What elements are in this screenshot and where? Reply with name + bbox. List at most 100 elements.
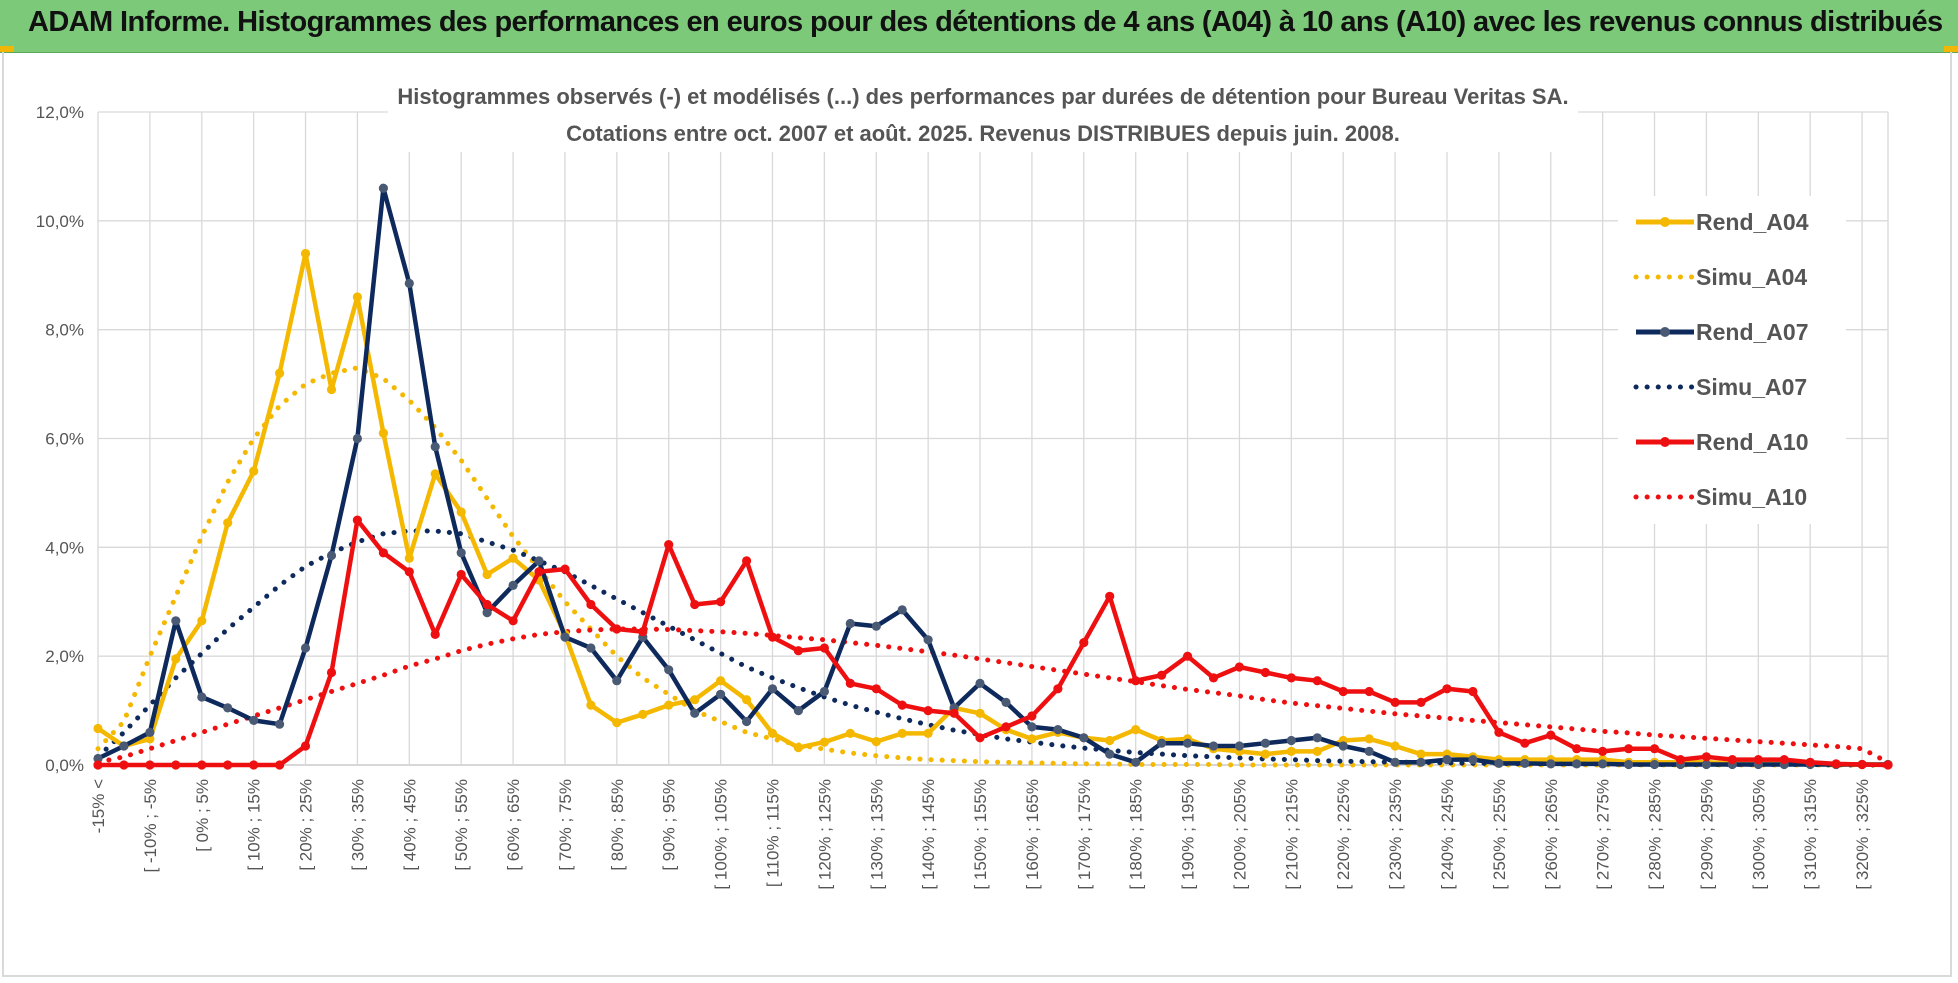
x-tick-label: [ 210% ; 215% [1282,779,1301,890]
data-point-rend_a07 [378,183,388,193]
data-point-rend_a07 [690,708,700,718]
data-point-rend_a10 [586,599,596,610]
x-axis: -15% < [ -10% ; -5% [ 0% ; 5% [ 10% ; 15% [ … [89,779,1872,890]
data-point-rend_a04 [1131,725,1141,735]
data-point-rend_a07 [508,580,518,591]
series-line-rend_a10 [98,517,1889,768]
data-point-rend_a10 [949,708,959,718]
legend-item-rend_a04: Rend_A04 [1636,209,1809,235]
data-point-rend_a10 [560,564,570,574]
data-point-rend_a10 [1338,686,1348,697]
data-point-rend_a07 [1390,757,1400,767]
data-point-rend_a10 [119,760,129,770]
legend-background [1618,196,1846,524]
data-point-rend_a10 [352,515,362,525]
data-point-rend_a07 [1312,733,1322,743]
data-point-rend_a10 [767,632,778,642]
data-point-rend_a04 [1416,749,1426,759]
data-point-rend_a04 [145,734,155,744]
data-point-rend_a10 [171,760,181,770]
data-point-rend_a10 [716,597,726,607]
legend-marker [1660,327,1670,337]
y-tick-label: 0,0% [45,756,84,775]
data-point-rend_a10 [223,760,233,770]
data-point-rend_a04 [352,292,362,302]
x-tick-label: [ 130% ; 135% [867,779,886,890]
data-point-rend_a10 [378,548,388,558]
x-tick-label: [ 150% ; 155% [971,779,990,890]
data-point-rend_a10 [1805,757,1815,767]
data-point-rend_a10 [482,599,492,610]
y-axis: 0,0% 2,0% 4,0% 6,0% 8,0% 10,0% 12,0% [36,103,84,775]
x-tick-label: [ 310% ; 315% [1801,779,1820,890]
data-point-rend_a07 [1649,759,1660,770]
data-point-rend_a07 [482,608,492,618]
data-point-rend_a04 [482,569,492,580]
data-point-rend_a07 [1598,759,1608,769]
data-point-rend_a07 [1079,733,1089,743]
data-point-rend_a04 [1027,734,1037,744]
data-point-rend_a04 [456,507,466,517]
data-point-rend_a07 [1183,738,1193,748]
legend-label: Simu_A10 [1696,484,1807,510]
legend-marker [1660,217,1670,227]
legend-item-simu_a07: Simu_A07 [1633,374,1807,400]
data-point-rend_a10 [1883,760,1893,770]
series-line-simu_a10 [95,626,1891,765]
data-point-rend_a07 [819,686,830,697]
data-point-rend_a10 [275,760,285,770]
data-point-rend_a04 [664,700,674,710]
x-tick-label: [ 290% ; 295% [1697,779,1716,890]
legend-marker [1660,437,1670,447]
data-point-rend_a04 [1286,746,1296,757]
data-point-rend_a10 [975,733,985,743]
data-point-rend_a07 [1234,741,1244,751]
data-point-rend_a10 [1157,670,1167,680]
data-point-rend_a10 [93,760,103,770]
data-point-rend_a04 [871,737,881,747]
data-point-rend_a10 [1727,755,1737,765]
data-point-rend_a07 [1286,735,1296,746]
data-point-rend_a10 [742,556,752,566]
chart-title-line-1: Histogrammes observés (-) et modélisés (… [397,84,1568,109]
series-line-rend_a07 [97,185,1888,767]
legend: Rend_A04 Simu_A04 Rend_A07 Simu_A07 Rend_A10… [1633,209,1809,510]
data-point-rend_a07 [767,684,778,694]
data-point-rend_a07 [1208,741,1219,751]
data-point-rend_a07 [664,665,674,675]
data-point-rend_a07 [1027,722,1037,732]
data-point-rend_a10 [612,624,622,634]
data-point-rend_a04 [300,248,311,259]
x-tick-label: [ 250% ; 255% [1490,779,1509,890]
data-point-rend_a07 [1624,759,1634,770]
data-point-rend_a04 [612,718,622,728]
x-tick-label: -15% < [89,779,108,833]
data-point-rend_a10 [1364,686,1374,697]
data-point-rend_a04 [897,728,907,739]
data-point-rend_a10 [1001,722,1011,732]
data-point-rend_a04 [508,553,518,563]
data-point-rend_a10 [1649,744,1660,754]
data-point-rend_a10 [1831,759,1841,769]
data-point-rend_a10 [1312,676,1322,686]
data-point-rend_a04 [638,709,648,720]
data-point-rend_a07 [275,719,285,729]
data-point-rend_a04 [742,695,752,705]
data-point-rend_a07 [1364,746,1374,757]
data-point-rend_a10 [1105,591,1115,601]
header-banner: ADAM Informe. Histogrammes des performan… [0,0,1958,53]
data-point-rend_a04 [586,700,596,710]
data-point-rend_a07 [871,621,881,631]
data-point-rend_a04 [1364,734,1374,744]
data-point-rend_a10 [1598,746,1608,757]
data-point-rend_a07 [1131,757,1141,767]
data-point-rend_a10 [1260,667,1270,678]
x-tick-label: [ 240% ; 245% [1438,779,1457,890]
data-point-rend_a07 [716,689,726,699]
x-tick-label: [ 190% ; 195% [1179,779,1198,890]
x-tick-label: [ 40% ; 45% [400,779,419,871]
data-point-rend_a04 [1390,741,1400,751]
legend-item-rend_a10: Rend_A10 [1636,429,1808,455]
data-point-rend_a10 [1183,651,1193,661]
data-point-rend_a04 [404,553,414,563]
